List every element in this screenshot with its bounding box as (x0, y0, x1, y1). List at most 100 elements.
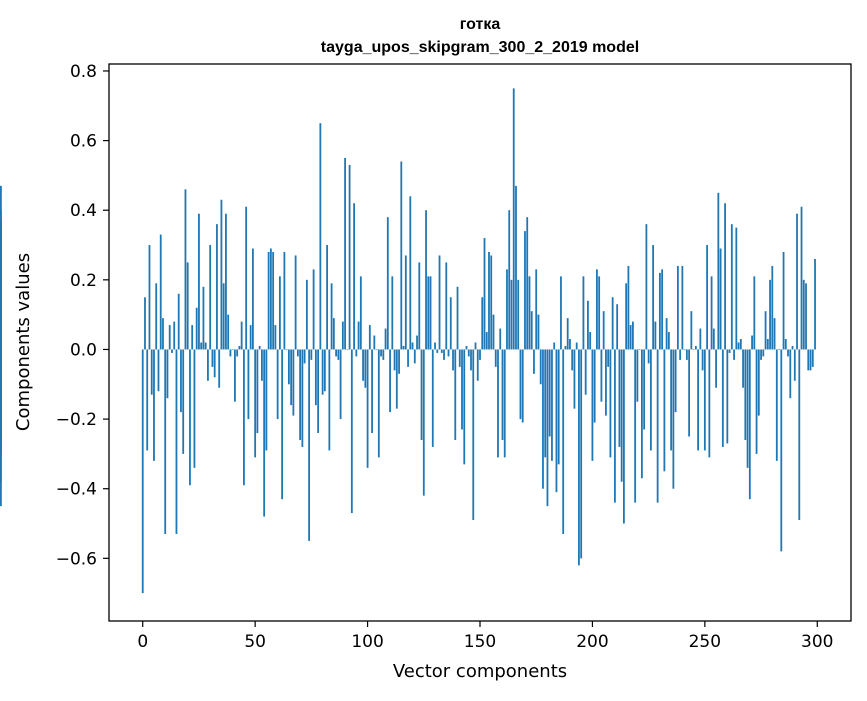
bar (755, 349, 758, 454)
bar (638, 349, 641, 351)
bar (587, 300, 589, 350)
bar (261, 349, 263, 381)
bar (344, 157, 346, 350)
bar (719, 248, 722, 350)
bar (744, 349, 747, 440)
bar (272, 251, 275, 350)
x-tick-label: 100 (351, 632, 383, 652)
bar (656, 349, 659, 503)
bar (303, 349, 306, 364)
bar (605, 349, 607, 416)
bar (184, 189, 187, 350)
bar (784, 339, 787, 350)
bar (685, 349, 688, 360)
bar (512, 88, 515, 350)
bar (168, 325, 171, 350)
bar (658, 272, 661, 350)
bar (789, 349, 792, 399)
bar (339, 349, 342, 420)
bar (539, 349, 542, 385)
bar (413, 349, 416, 364)
bar (218, 349, 221, 388)
bar (198, 213, 200, 350)
bar (537, 314, 540, 350)
bar (245, 206, 248, 350)
bar (611, 297, 614, 350)
bar (645, 224, 648, 350)
bar (701, 349, 704, 371)
bar (548, 349, 551, 437)
bar (386, 217, 389, 350)
x-tick-label: 0 (137, 632, 148, 652)
bar (227, 314, 230, 350)
bar (555, 349, 558, 493)
bar (443, 349, 445, 360)
bar (578, 349, 580, 566)
y-tick-label: −0.2 (56, 410, 97, 430)
bar (177, 293, 180, 350)
bar (357, 321, 360, 350)
bar (679, 349, 682, 360)
bar (751, 335, 753, 350)
bar (623, 349, 625, 524)
bar (193, 349, 196, 468)
bar (429, 276, 432, 350)
bar (395, 349, 398, 409)
bar (263, 349, 266, 517)
bar (746, 349, 749, 468)
bar (274, 325, 277, 350)
bar (355, 349, 358, 357)
bar (267, 251, 270, 350)
bar (632, 321, 634, 350)
bar (728, 349, 731, 353)
bar (207, 349, 209, 381)
bar (220, 199, 223, 350)
bar (742, 349, 744, 388)
bar (393, 349, 396, 371)
bar (337, 349, 340, 360)
bar (573, 349, 576, 409)
bar (243, 349, 245, 486)
bar (290, 349, 293, 406)
bar (683, 349, 686, 351)
bar (449, 297, 452, 350)
bar (499, 328, 502, 350)
bar (811, 349, 814, 367)
bar (629, 325, 632, 350)
bar (278, 276, 281, 350)
bar (141, 349, 144, 594)
bar (805, 283, 807, 350)
bar (528, 276, 531, 350)
bar (717, 192, 720, 350)
bar (519, 349, 522, 420)
y-tick-label: −0.4 (56, 480, 97, 500)
bar (560, 276, 562, 350)
x-axis-label: Vector components (393, 661, 567, 682)
bar (488, 251, 490, 350)
bar (796, 213, 798, 350)
bar (319, 123, 322, 350)
bar (0, 262, 2, 350)
y-tick-label: 0.6 (70, 132, 97, 152)
bar (456, 286, 459, 350)
bar (652, 245, 655, 350)
bar (452, 349, 454, 371)
bar (249, 325, 252, 350)
bar (625, 283, 628, 350)
bar (663, 349, 666, 472)
bar (454, 349, 457, 440)
bar (694, 345, 697, 350)
bar (526, 217, 529, 350)
bar (276, 349, 279, 420)
bar (643, 349, 646, 430)
bar (384, 328, 387, 350)
bar (431, 349, 434, 447)
bar (571, 349, 574, 371)
bar (688, 349, 691, 437)
bar (256, 349, 259, 434)
bar (335, 349, 337, 357)
bar (314, 349, 317, 406)
bar (283, 251, 286, 350)
bar (427, 276, 430, 350)
bar (535, 269, 538, 350)
